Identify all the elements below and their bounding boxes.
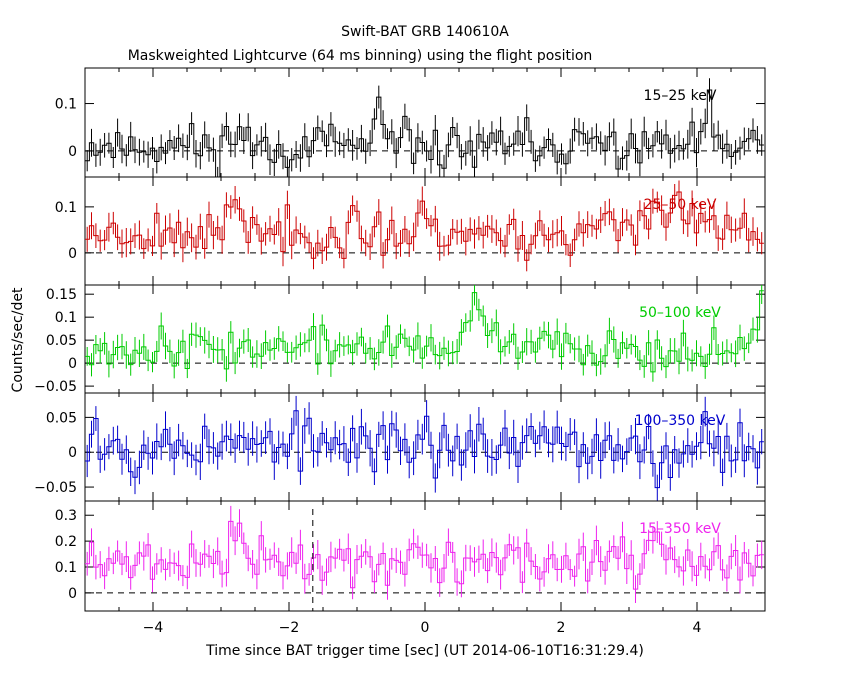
series-line	[85, 410, 764, 489]
panel-frame	[84, 67, 766, 178]
y-tick-label: 0	[68, 356, 77, 372]
band-label: 25–50 keV	[644, 197, 717, 213]
series-line	[85, 290, 764, 373]
chart-subtitle: Maskweighted Lightcurve (64 ms binning) …	[128, 48, 593, 64]
x-tick-label: 4	[693, 620, 702, 636]
y-tick-label: 0.3	[55, 508, 77, 524]
y-tick-label: 0	[68, 586, 77, 602]
panel-frame	[84, 500, 766, 612]
y-tick-label: 0.15	[46, 287, 77, 303]
y-tick-label: 0.2	[55, 534, 77, 550]
y-tick-label: 0.05	[46, 333, 77, 349]
panel-0: 0 0.1 15–25 keV	[55, 67, 766, 178]
chart-title: Swift-BAT GRB 140610A	[341, 24, 509, 40]
error-bars	[86, 395, 763, 501]
x-tick-label: −2	[279, 620, 300, 636]
band-label: 50–100 keV	[639, 305, 721, 321]
y-tick-label: 0.1	[55, 200, 77, 216]
x-axis-label: Time since BAT trigger time [sec] (UT 20…	[205, 643, 644, 659]
error-bars	[86, 180, 763, 272]
y-tick-label: −0.05	[34, 480, 77, 496]
panel-3: −0.05 0 0.05 100–350 keV	[34, 392, 766, 502]
band-label: 15–350 keV	[639, 521, 721, 537]
panel-1: 0 0.1 25–50 keV	[55, 176, 766, 286]
band-label: 100–350 keV	[635, 413, 726, 429]
x-tick-label: 2	[557, 620, 566, 636]
y-tick-label: −0.05	[34, 379, 77, 395]
panel-4: 0 0.1 0.2 0.3 15–350 keV	[55, 500, 766, 612]
y-tick-label: 0.1	[55, 560, 77, 576]
error-bars	[86, 285, 763, 382]
series-line	[85, 89, 764, 178]
x-tick-label: −4	[143, 620, 164, 636]
band-label: 15–25 keV	[644, 88, 717, 104]
y-tick-label: 0	[68, 445, 77, 461]
y-tick-label: 0.1	[55, 97, 77, 113]
y-tick-label: 0.05	[46, 410, 77, 426]
y-tick-label: 0.1	[55, 310, 77, 326]
x-tick-label: 0	[421, 620, 430, 636]
y-axis-label: Counts/sec/det	[10, 287, 26, 392]
y-tick-label: 0	[68, 144, 77, 160]
series-line	[85, 520, 764, 590]
series-line	[85, 191, 764, 261]
y-tick-label: 0	[68, 246, 77, 262]
panel-2: −0.05 0 0.05 0.1 0.15 50–100 keV	[34, 284, 766, 395]
